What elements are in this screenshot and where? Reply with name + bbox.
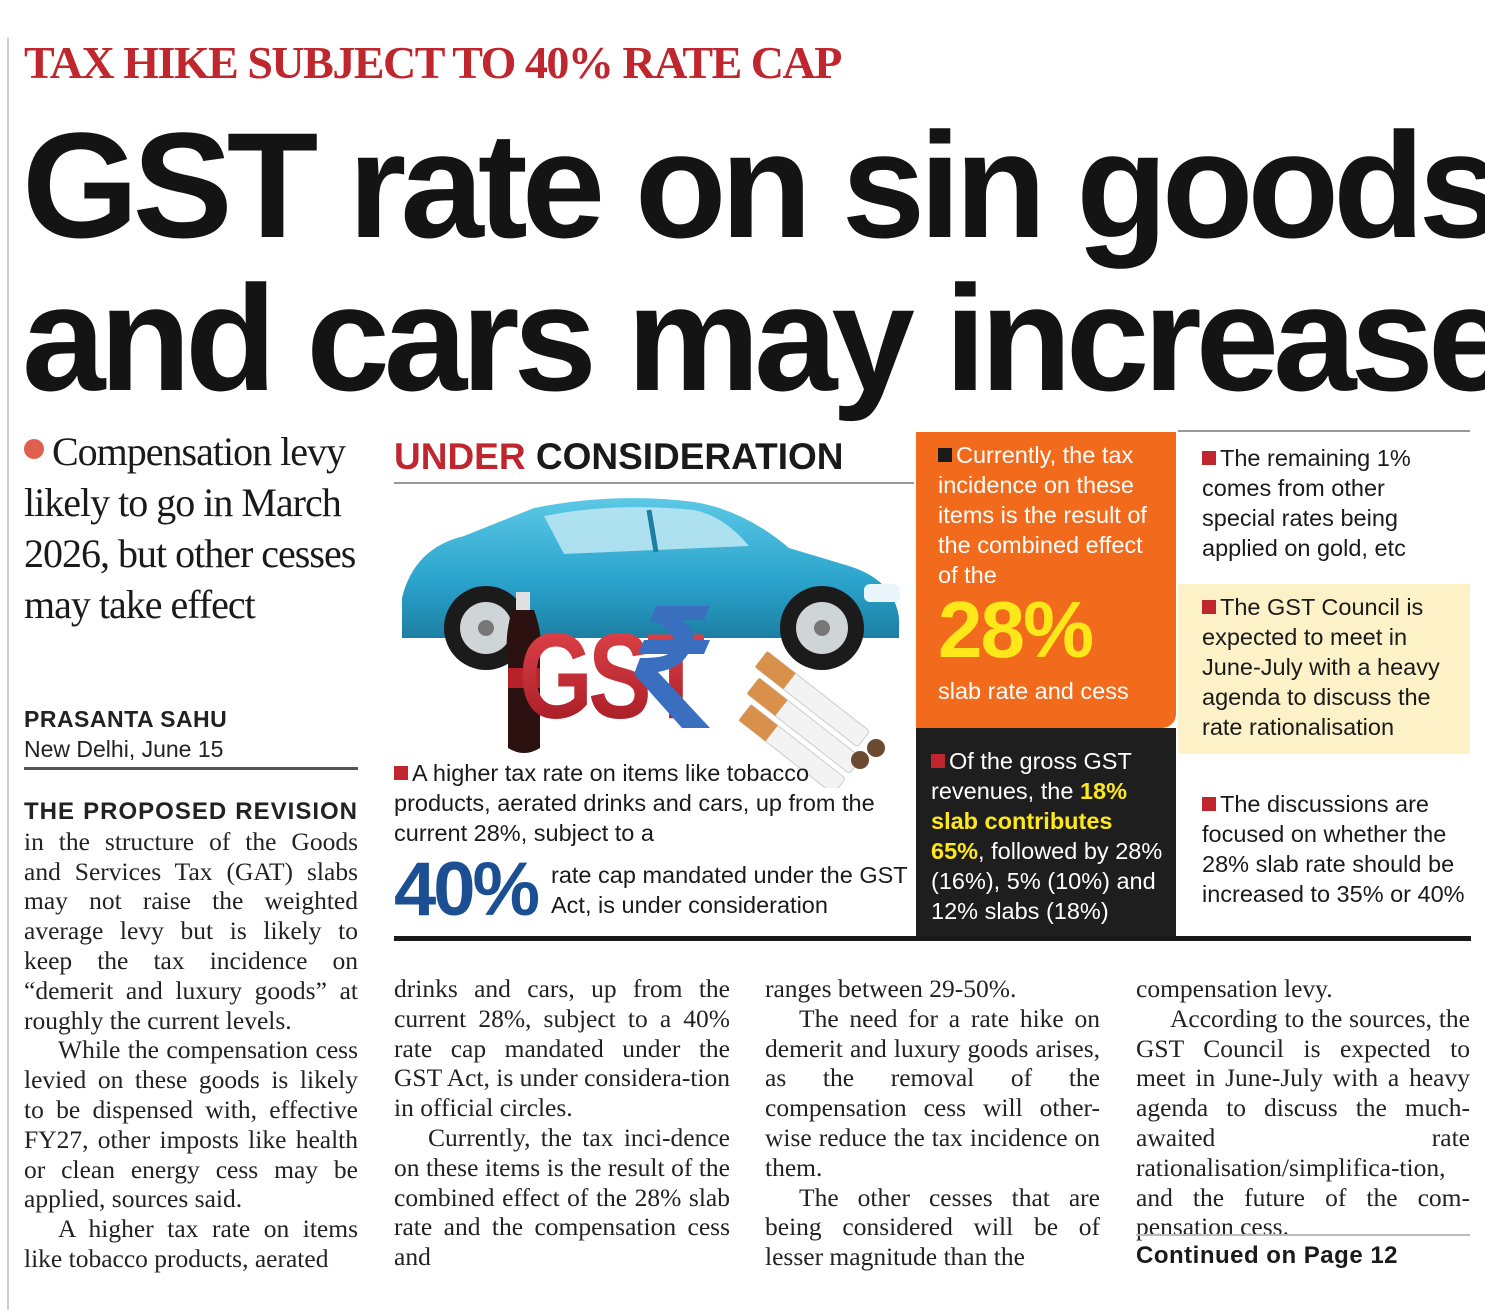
paragraph: ranges between 29-50%.	[765, 974, 1017, 1003]
dark-text-pre: Of the gross GST revenues, the	[931, 748, 1132, 804]
orange-panel-text: Currently, the tax incidence on these it…	[938, 440, 1168, 590]
infographic-bottom-rule	[394, 936, 1471, 941]
article-column-4: compensation levy. According to the sour…	[1136, 974, 1470, 1242]
deck: Compensation levy likely to go in March …	[24, 426, 359, 630]
paragraph: While the compensation cess levied on th…	[24, 1035, 358, 1214]
bullet-square-icon	[1202, 451, 1216, 465]
right-note-text: The discussions are focused on whether t…	[1202, 791, 1465, 907]
right-note-3: The discussions are focused on whether t…	[1202, 789, 1470, 909]
dark-panel-text: Of the gross GST revenues, the 18% slab …	[931, 746, 1169, 926]
orange-panel	[916, 432, 1176, 728]
kicker: TAX HIKE SUBJECT TO 40% RATE CAP	[24, 37, 842, 88]
article-column-2: drinks and cars, up from the current 28%…	[394, 974, 730, 1272]
article-column-1: THE PROPOSED REVISION in the structure o…	[24, 796, 358, 1274]
infographic-title-red: UNDER	[394, 436, 526, 477]
infographic-title-black: CONSIDERATION	[535, 436, 844, 477]
dark-text-highlight: 18% slab contributes 65%	[931, 778, 1127, 864]
right-note-1: The remaining 1% comes from other specia…	[1202, 443, 1462, 563]
paragraph: The need for a rate hike on demerit and …	[765, 1003, 1100, 1182]
paragraph: According to the sources, the GST Counci…	[1136, 1003, 1470, 1242]
paragraph: A higher tax rate on items like tobacco …	[24, 1214, 358, 1273]
orange-text: Currently, the tax incidence on these it…	[938, 442, 1147, 588]
bullet-square-icon	[1202, 600, 1216, 614]
paragraph: compensation levy.	[1136, 974, 1333, 1003]
infographic-note-1: A higher tax rate on items like tobacco …	[394, 758, 904, 848]
byline-name: PRASANTA SAHU	[24, 706, 228, 732]
lead-in: THE PROPOSED REVISION	[24, 798, 358, 825]
article-column-3: ranges between 29-50%. The need for a ra…	[765, 974, 1100, 1272]
continued-link[interactable]: Continued on Page 12	[1136, 1242, 1399, 1269]
big-40-percent: 40%	[394, 847, 540, 932]
dark-panel	[916, 728, 1176, 936]
car-gst-illustration: GST	[402, 498, 900, 788]
infographic-title: UNDER CONSIDERATION	[394, 436, 844, 478]
cigarettes-icon	[738, 651, 885, 788]
deck-bullet-icon	[24, 439, 44, 459]
paragraph: Currently, the tax inci-dence on these i…	[394, 1122, 730, 1272]
deck-text: Compensation levy likely to go in March …	[24, 429, 356, 627]
bullet-square-icon	[394, 766, 408, 780]
headline-line-2: and cars may increase	[22, 254, 1485, 422]
dark-text-post: , followed by 28% (16%), 5% (10%) and 12…	[931, 838, 1163, 924]
gst-letters-icon: GST	[519, 606, 710, 745]
continued-rule	[1136, 1234, 1470, 1236]
paragraph: in the structure of the Goods and Servic…	[24, 826, 358, 1035]
bottle-icon	[506, 592, 542, 753]
bullet-square-icon	[938, 448, 952, 462]
infographic-title-rule	[394, 482, 914, 484]
orange-panel-text-2: slab rate and cess	[938, 678, 1129, 704]
yellow-panel	[1178, 584, 1470, 754]
paragraph: drinks and cars, up from the current 28%…	[394, 974, 730, 1123]
right-note-2: The GST Council is expected to meet in J…	[1202, 592, 1464, 742]
right-panel-top-rule	[1178, 430, 1470, 432]
right-note-text: The remaining 1% comes from other specia…	[1202, 445, 1411, 561]
bullet-square-icon	[1202, 797, 1216, 811]
page-left-rule	[7, 38, 9, 1310]
infographic-note-1-continued: rate cap mandated under the GST Act, is …	[551, 862, 908, 918]
bullet-square-icon	[931, 754, 945, 768]
byline-divider	[24, 767, 358, 770]
headline-line-1: GST rate on sin goods	[22, 101, 1485, 269]
big-28-percent: 28%	[938, 585, 1094, 674]
paragraph: The other cesses that are being consider…	[765, 1182, 1100, 1272]
byline-place-date: New Delhi, June 15	[24, 736, 224, 762]
right-note-text: The GST Council is expected to meet in J…	[1202, 594, 1440, 740]
note-text: A higher tax rate on items like tobacco …	[394, 760, 875, 846]
